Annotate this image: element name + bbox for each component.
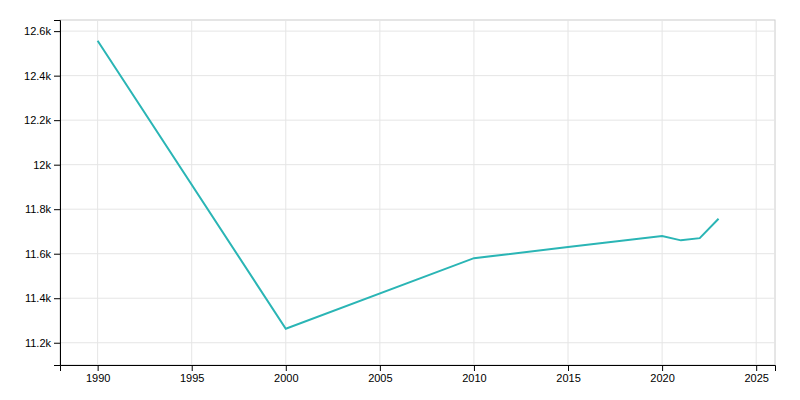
tick-mark bbox=[54, 76, 60, 77]
tick-label: 12.6k bbox=[24, 25, 51, 37]
tick-mark bbox=[54, 298, 60, 299]
grid-line bbox=[60, 298, 775, 299]
tick: 2025 bbox=[744, 365, 768, 384]
grid-line bbox=[60, 209, 775, 210]
tick-mark bbox=[98, 365, 99, 371]
tick: 1995 bbox=[180, 365, 204, 384]
grid-line bbox=[60, 75, 775, 76]
tick-mark bbox=[662, 365, 663, 371]
tick: 12k bbox=[33, 159, 60, 171]
tick-mark bbox=[474, 365, 475, 371]
grid-line bbox=[568, 20, 569, 365]
tick: 11.8k bbox=[25, 203, 60, 215]
y-axis: 11.2k 11.4k 11.6k 11.8k 12k 12.2k 12.4k 12.6k bbox=[24, 21, 60, 366]
tick-mark bbox=[54, 165, 60, 166]
tick-label: 2020 bbox=[650, 372, 674, 384]
grid-line bbox=[60, 253, 775, 254]
tick: 2000 bbox=[274, 365, 298, 384]
marks bbox=[98, 41, 719, 329]
tick-mark bbox=[54, 343, 60, 344]
chart: 1990199520002005201020152020202511.2k11.… bbox=[0, 0, 800, 400]
axis-line bbox=[54, 21, 61, 366]
axis-line bbox=[61, 366, 776, 372]
tick-mark bbox=[380, 365, 381, 371]
tick-label: 2015 bbox=[556, 372, 580, 384]
tick-label: 2010 bbox=[462, 372, 486, 384]
tick-mark bbox=[286, 365, 287, 371]
x-axis: 1990 1995 2000 2005 2010 2015 2020 2025 bbox=[61, 365, 776, 384]
tick-label: 11.8k bbox=[25, 203, 52, 215]
grid-line bbox=[379, 20, 380, 365]
tick-label: 11.4k bbox=[25, 292, 52, 304]
tick-label: 11.6k bbox=[25, 248, 52, 260]
tick: 11.2k bbox=[25, 337, 60, 349]
tick-mark bbox=[54, 120, 60, 121]
tick-label: 11.2k bbox=[25, 337, 52, 349]
tick: 2015 bbox=[556, 365, 580, 384]
tick-mark bbox=[54, 254, 60, 255]
tick: 12.6k bbox=[24, 25, 60, 37]
tick-label: 12k bbox=[33, 159, 51, 171]
tick-mark bbox=[192, 365, 193, 371]
grid-line bbox=[60, 164, 775, 165]
grid-line bbox=[191, 20, 192, 365]
grid-line bbox=[60, 342, 775, 343]
tick-label: 2005 bbox=[368, 372, 392, 384]
tick-label: 12.2k bbox=[24, 114, 51, 126]
tick-mark bbox=[756, 365, 757, 371]
grid-line bbox=[97, 20, 98, 365]
grid-line bbox=[662, 20, 663, 365]
line bbox=[98, 41, 719, 329]
grid-line bbox=[473, 20, 474, 365]
grid-line bbox=[285, 20, 286, 365]
tick-mark bbox=[54, 31, 60, 32]
tick: 1990 bbox=[86, 365, 110, 384]
plot-frame bbox=[60, 20, 775, 365]
tick: 2020 bbox=[650, 365, 674, 384]
tick-label: 12.4k bbox=[24, 70, 51, 82]
tick-label: 2025 bbox=[744, 372, 768, 384]
grid bbox=[60, 20, 775, 365]
tick: 12.4k bbox=[24, 70, 60, 82]
grid-line bbox=[756, 20, 757, 365]
grid-line bbox=[60, 31, 775, 32]
tick-label: 2000 bbox=[274, 372, 298, 384]
tick: 11.4k bbox=[25, 292, 60, 304]
tick: 12.2k bbox=[24, 114, 60, 126]
tick: 2005 bbox=[368, 365, 392, 384]
tick-label: 1990 bbox=[86, 372, 110, 384]
tick: 2010 bbox=[462, 365, 486, 384]
tick-mark bbox=[568, 365, 569, 371]
tick: 11.6k bbox=[25, 248, 60, 260]
plot: 1990199520002005201020152020202511.2k11.… bbox=[24, 20, 775, 384]
tick-mark bbox=[54, 209, 60, 210]
grid-line bbox=[60, 120, 775, 121]
tick-label: 1995 bbox=[180, 372, 204, 384]
